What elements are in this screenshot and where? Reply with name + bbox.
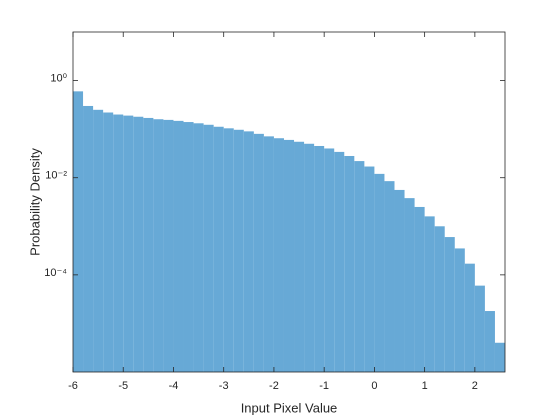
x-tick-label: -2 [269,380,279,392]
bar [404,198,415,372]
axes-box [72,31,506,373]
y-tick-label: 10⁻⁴ [44,267,67,279]
bar [444,237,455,372]
x-tick-label: 2 [472,380,478,392]
bar [193,123,204,372]
x-tick-label: -1 [319,380,329,392]
bar [163,119,174,372]
x-tick-label: -4 [169,380,179,392]
bar [304,143,315,372]
bar [153,119,164,372]
y-tick-label: 10⁰ [50,72,67,84]
bar [73,91,84,373]
bar [173,120,184,372]
bar [384,181,395,372]
bar [133,116,144,373]
bar [253,133,264,372]
bar [294,141,305,372]
x-tick-label: 0 [371,380,377,392]
bar [203,124,214,373]
bar [374,173,385,372]
x-tick-label: 1 [422,380,428,392]
x-axis-label: Input Pixel Value [241,400,338,415]
bar [183,122,194,372]
x-tick-label: -6 [68,380,78,392]
bar [474,285,485,372]
bar [344,155,355,372]
bar [283,139,295,372]
bar [113,114,124,373]
y-tick-label: 10⁻² [45,170,67,182]
bar [314,145,325,372]
bar [123,115,134,372]
bar [494,342,505,372]
bar [464,263,475,372]
bar [213,126,224,373]
x-tick-label: -3 [219,380,229,392]
bar [223,128,234,372]
bar [484,311,495,372]
bar [424,216,435,372]
bar [324,148,335,372]
bar [103,112,114,372]
bar [263,136,274,372]
bar [233,129,244,372]
y-axis-label: Probability Density [27,148,42,256]
bar [93,109,104,373]
bar [394,189,405,372]
bar [414,206,425,372]
bar [273,138,284,372]
bar [243,131,254,372]
bar [143,117,154,373]
bar [364,166,375,372]
bar [354,161,365,372]
bar [434,226,445,372]
bar [334,151,345,372]
bar [83,105,94,373]
x-tick-label: -5 [118,380,128,392]
bar [454,248,465,372]
